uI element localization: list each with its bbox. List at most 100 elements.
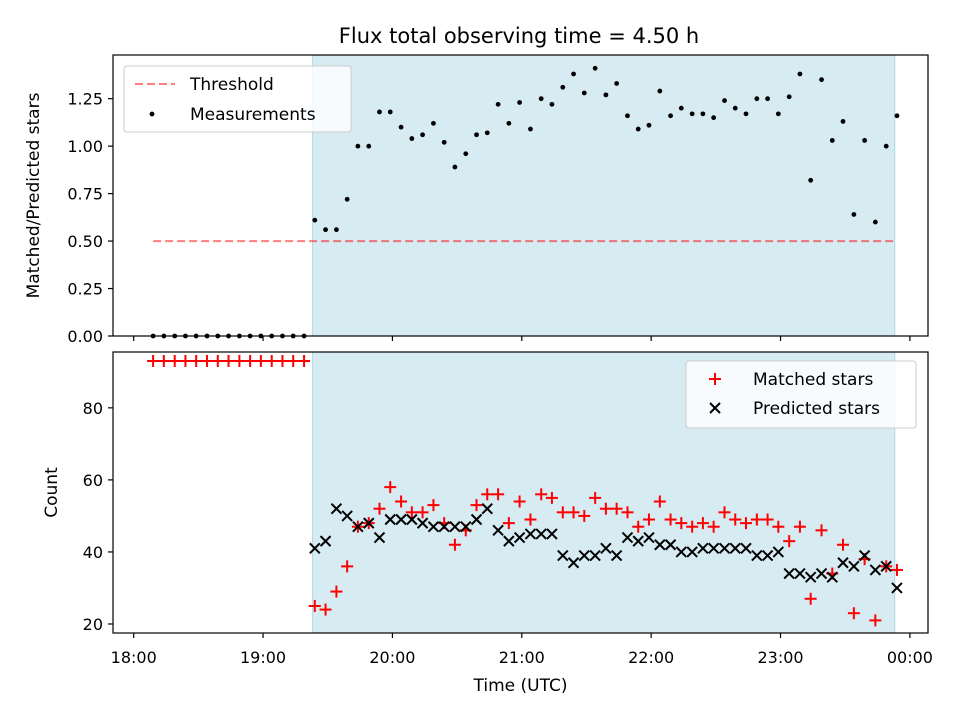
predicted-star-point [341,510,353,522]
predicted-star-point [707,542,720,555]
predicted-star-point [621,531,634,544]
predicted-star-point [319,535,332,547]
predicted-star-point [815,567,828,580]
matched-star-point [265,355,278,368]
matched-star-point [492,488,505,501]
matched-star-point [481,488,494,501]
measurement-point [797,71,803,77]
measurement-point [732,105,738,111]
measurement-point [851,212,857,217]
x-tick-label: 22:00 [628,648,674,667]
matched-star-point [502,517,515,530]
measurement-point [431,120,436,126]
measurement-point [678,105,684,111]
measurement-point [334,227,339,233]
matched-star-point [567,506,580,519]
predicted-star-point [880,560,892,573]
matched-star-point [179,355,192,368]
y-tick-label: 40 [83,543,103,562]
matched-star-point [793,520,806,533]
matched-star-point [890,563,903,576]
matched-star-point [815,524,828,537]
y-tick-label: 1.25 [67,90,103,109]
matched-star-point [599,502,612,515]
measurement-point [754,96,760,102]
count-legend-box [685,360,917,429]
matched-star-point [254,355,267,368]
measurements-legend-marker [149,111,155,117]
matched-star-point [373,502,386,515]
predicted-star-point [395,513,407,526]
predicted-star-point [664,539,677,551]
predicted-star-point [751,549,763,562]
predicted-star-point [352,521,364,533]
measurement-point [646,122,652,128]
measurement-point [366,143,372,149]
predicted-star-point [513,531,526,544]
measurements-legend-label: Measurements [190,105,316,125]
measurement-point [786,94,792,100]
ratio-y-axis-label: Matched/Predicted stars [24,92,44,298]
predicted-star-point [416,517,429,529]
measurement-point [614,81,620,86]
measurement-point [700,111,706,117]
matched-star-point [707,520,720,533]
measurement-point [775,111,781,117]
measurement-point [883,143,889,149]
ratio-axes-frame [112,54,929,337]
matched-star-point [384,481,397,494]
measurement-point [312,217,318,223]
measurement-point [506,120,512,126]
measurement-point [862,138,868,143]
predicted-star-point [891,582,903,594]
predicted-star-point [470,513,483,526]
measurement-point [377,109,382,115]
matched-star-point [470,499,483,512]
measurement-point [420,132,425,138]
predicted-star-point [697,542,709,555]
predicted-star-point [772,546,785,558]
matched-star-point [761,513,774,526]
predicted-star-point [848,560,860,573]
matched-star-point [427,499,440,512]
matched-star-point [222,355,235,368]
measurement-point [635,126,641,132]
x-tick-label: 20:00 [369,648,415,667]
measurement-point [603,92,609,98]
predicted-star-point [804,571,817,583]
matched-legend-label: Matched stars [753,370,873,390]
threshold-legend-label: Threshold [189,75,274,95]
matched-star-point [729,513,742,526]
matched-star-point [319,603,332,616]
matched-star-point [276,355,289,368]
y-tick-label: 1.00 [67,137,103,156]
matched-star-point [847,607,860,620]
matched-star-point [287,355,300,368]
predicted-legend-label: Predicted stars [753,399,880,419]
predicted-stars-points [309,503,903,594]
chart-title: Flux total observing time = 4.50 h [339,24,699,48]
predicted-star-point [610,549,623,562]
y-tick-label: 80 [83,399,103,418]
matched-star-point [147,355,160,368]
matched-star-point [513,495,526,508]
predicted-star-point [309,542,321,555]
measurement-point [571,71,576,77]
predicted-star-point [643,531,655,544]
matched-star-point [804,592,817,605]
predicted-star-point [330,503,343,515]
x-tick-label: 18:00 [111,648,157,667]
predicted-star-point [675,546,688,558]
measurement-point [441,139,447,145]
predicted-star-point [826,571,838,583]
predicted-star-point [438,521,450,533]
count-y-axis-label: Count [42,467,62,518]
predicted-star-point [858,549,871,562]
predicted-star-point [460,521,472,533]
measurement-point [840,119,846,124]
ratio-legend-box [123,65,352,133]
predicted-star-point [503,535,515,547]
matched-star-point [718,506,731,519]
predicted-star-point [783,567,795,580]
x-tick-label: 00:00 [887,648,933,667]
